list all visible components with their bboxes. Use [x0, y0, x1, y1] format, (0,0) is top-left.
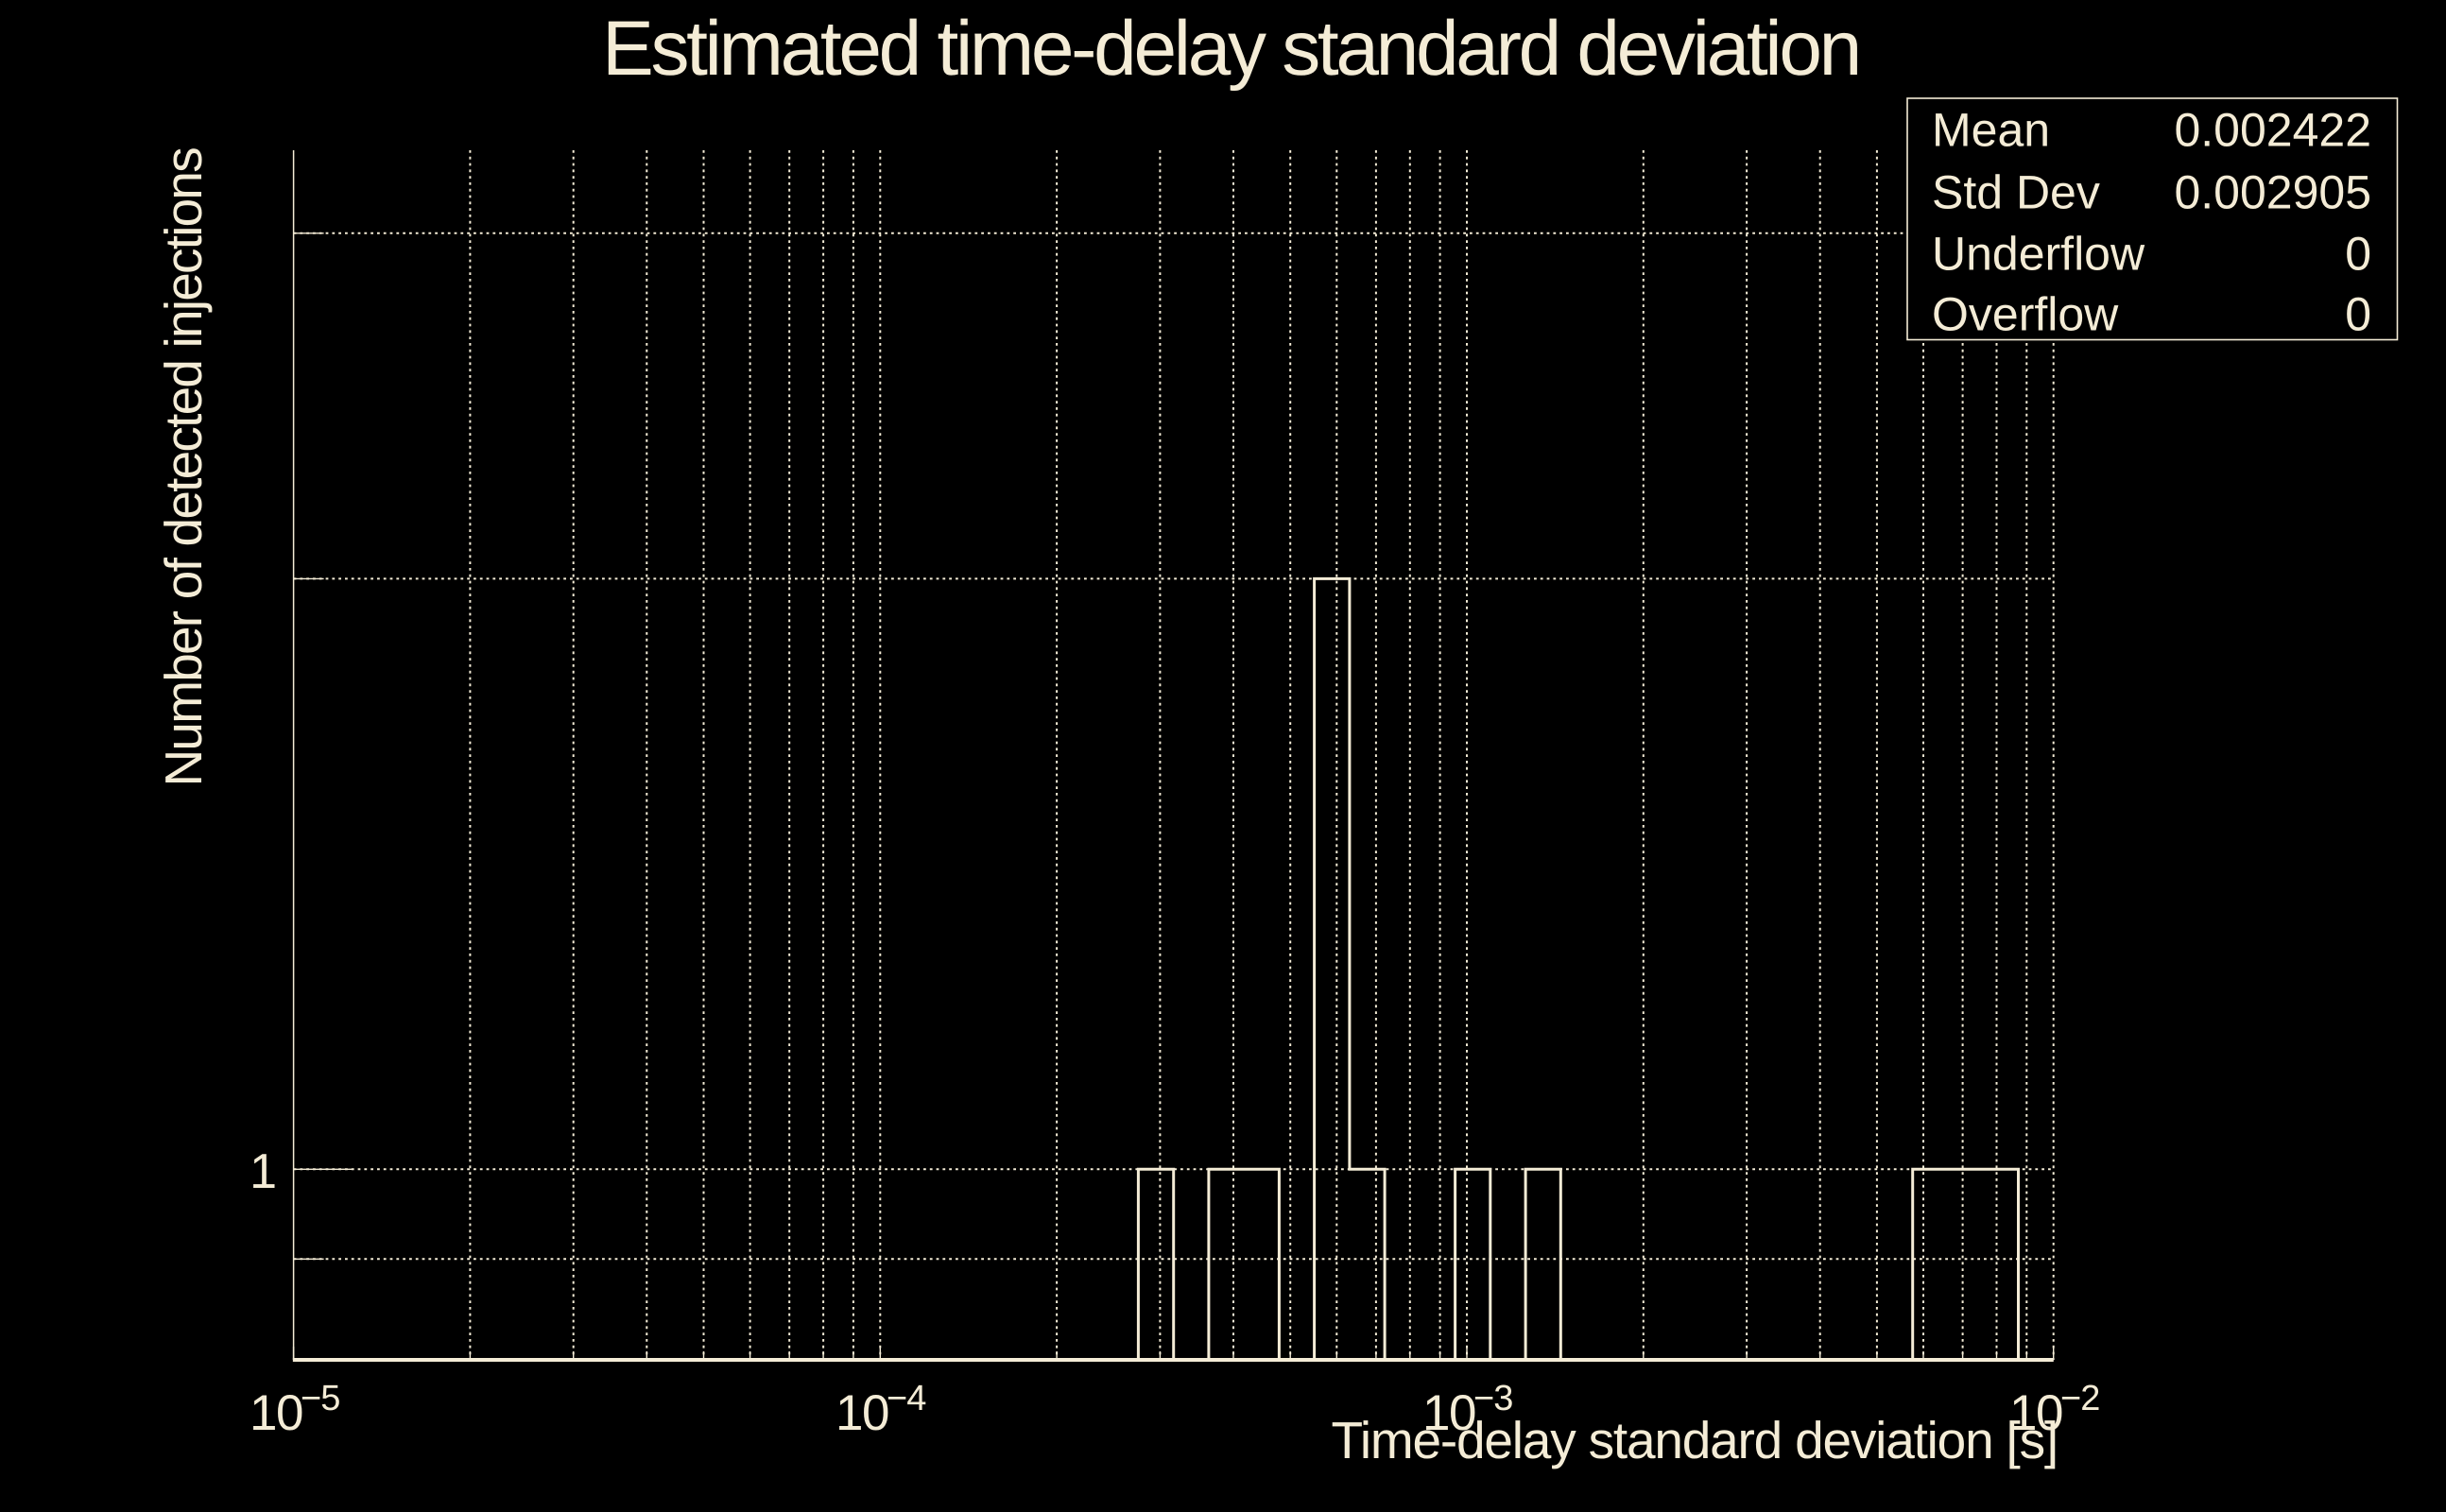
- svg-text:10: 10: [835, 1385, 888, 1441]
- svg-text:Estimated time-delay standard: Estimated time-delay standard deviation: [602, 6, 1859, 92]
- svg-text:0: 0: [2345, 288, 2371, 341]
- svg-text:−3: −3: [1473, 1379, 1512, 1418]
- svg-text:Overflow: Overflow: [1932, 288, 2119, 341]
- svg-text:−4: −4: [887, 1379, 926, 1418]
- svg-text:0.002905: 0.002905: [2174, 166, 2371, 219]
- svg-text:Time-delay standard deviation: Time-delay standard deviation [s]: [1332, 1411, 2058, 1469]
- svg-text:10: 10: [1422, 1385, 1475, 1441]
- svg-text:10: 10: [250, 1385, 302, 1441]
- svg-text:0.002422: 0.002422: [2174, 104, 2371, 157]
- svg-text:10: 10: [2009, 1385, 2062, 1441]
- svg-text:0: 0: [2345, 228, 2371, 281]
- svg-text:−2: −2: [2060, 1379, 2099, 1418]
- svg-text:1: 1: [250, 1144, 277, 1199]
- svg-text:Number of detected injections: Number of detected injections: [154, 148, 213, 787]
- svg-text:−5: −5: [301, 1379, 339, 1418]
- svg-text:Mean: Mean: [1932, 104, 2050, 157]
- svg-text:Std Dev: Std Dev: [1932, 166, 2100, 219]
- svg-text:Underflow: Underflow: [1932, 228, 2145, 281]
